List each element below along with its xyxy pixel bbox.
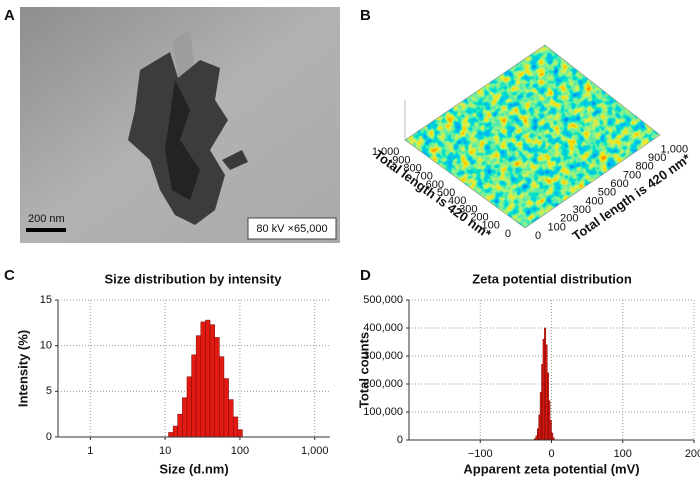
bar: [205, 319, 211, 438]
y-tick-label: 0: [397, 434, 403, 446]
panel-label: B: [360, 7, 371, 24]
afm-tick-label: 700: [415, 171, 433, 183]
tem-particle: [222, 150, 248, 170]
bar: [232, 416, 239, 438]
bar: [209, 324, 215, 438]
scale-bar-label: 200 nm: [28, 213, 65, 225]
afm-tick-label: 400: [448, 195, 466, 207]
afm-tick-label: 1,000: [661, 143, 689, 155]
afm-tick-label: 300: [573, 204, 591, 216]
tem-image: 200 nm 80 kV ×65,000: [20, 7, 340, 243]
bar: [177, 413, 183, 438]
afm-tick-label: 0: [535, 230, 541, 242]
y-tick-label: 0: [46, 431, 52, 443]
afm-tick-label: 900: [648, 152, 666, 164]
y-tick-label: 200,000: [363, 378, 403, 390]
x-tick-label: 100: [231, 445, 249, 457]
afm-tick-label: 200: [470, 212, 488, 224]
x-tick-label: −100: [468, 448, 493, 460]
bar: [200, 321, 206, 438]
x-tick-label: 10: [159, 445, 171, 457]
scale-bar: [26, 228, 66, 232]
bar: [172, 425, 178, 438]
bar: [168, 432, 174, 438]
bar: [182, 397, 188, 438]
y-tick-label: 5: [46, 385, 52, 397]
panel-label: A: [4, 7, 15, 24]
bar: [237, 429, 243, 438]
y-axis-label: Intensity (%): [15, 330, 30, 407]
panel-label: C: [4, 267, 15, 284]
y-tick-label: 100,000: [363, 406, 403, 418]
bar: [186, 376, 192, 438]
x-tick-label: 200: [685, 448, 700, 460]
bar: [195, 335, 202, 438]
caption-box: [247, 217, 337, 240]
y-tick-label: 400,000: [363, 322, 403, 334]
afm-tick-label: 600: [610, 178, 628, 190]
y-tick-label: 300,000: [363, 350, 403, 362]
chart-title: Size distribution by intensity: [105, 271, 283, 286]
afm-tick-label: 300: [459, 203, 477, 215]
x-tick-label: 1: [87, 445, 93, 457]
afm-tick-label: 100: [548, 221, 566, 233]
bar: [219, 356, 225, 438]
chart-title: Zeta potential distribution: [472, 271, 632, 286]
afm-image: Total length is 420 nm* Total length is …: [371, 44, 694, 244]
afm-surface: [405, 45, 660, 228]
caption: 80 kV ×65,000: [256, 223, 327, 235]
afm-tick-label: 0: [505, 228, 511, 240]
afm-tick-label: 700: [623, 169, 641, 181]
x-axis-label: Size (d.nm): [159, 461, 228, 476]
x-tick-label: 1,000: [301, 445, 329, 457]
afm-tick-label: 800: [635, 161, 653, 173]
afm-tick-label: 600: [426, 179, 444, 191]
bar: [214, 337, 220, 438]
afm-frame: [404, 44, 661, 229]
afm-tick-label: 500: [437, 187, 455, 199]
x-tick-label: 0: [548, 448, 554, 460]
afm-tick-label: 800: [403, 162, 421, 174]
y-tick-label: 500,000: [363, 294, 403, 306]
x-tick-label: 100: [614, 448, 632, 460]
y-tick-label: 10: [40, 340, 52, 352]
bar: [228, 399, 234, 438]
y-tick-label: 15: [40, 294, 52, 306]
tem-particle-core: [165, 80, 200, 200]
y-axis-label: Total counts: [356, 332, 371, 408]
afm-tick-label: 1,000: [372, 146, 400, 158]
afm-tick-label: 900: [392, 154, 410, 166]
afm-tick-label: 200: [560, 213, 578, 225]
afm-tick-label: 400: [585, 195, 603, 207]
bar: [191, 354, 197, 438]
bar: [223, 378, 229, 438]
afm-tick-label: 500: [598, 187, 616, 199]
panel-label: D: [360, 267, 371, 284]
x-axis-label: Apparent zeta potential (mV): [463, 461, 639, 476]
afm-tick-label: 100: [481, 220, 499, 232]
